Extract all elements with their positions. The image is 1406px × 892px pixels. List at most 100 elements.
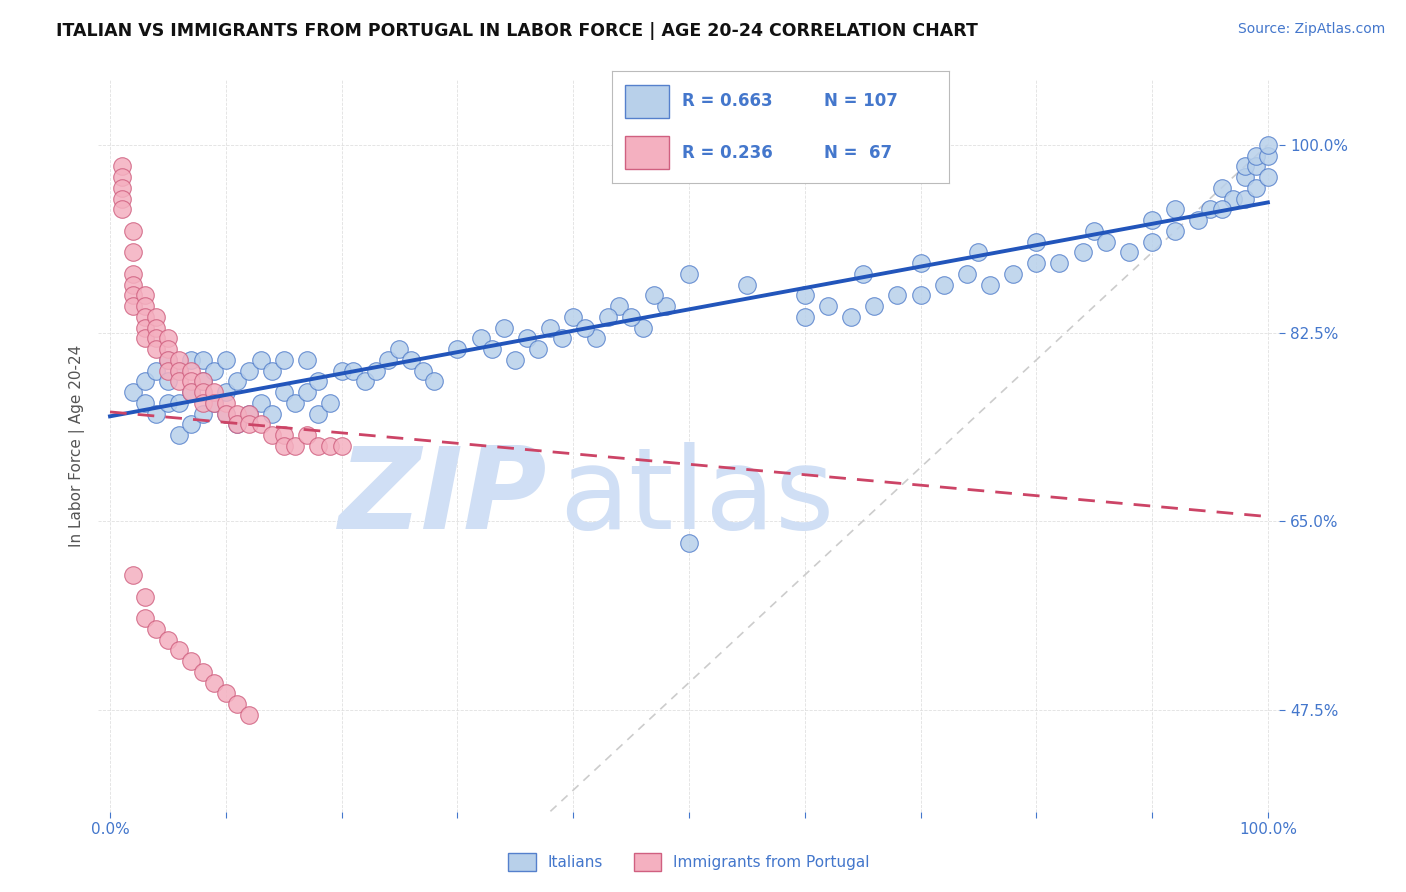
Point	[180, 375, 202, 389]
Point	[1246, 148, 1268, 162]
Point	[238, 407, 260, 421]
Point	[202, 675, 225, 690]
Point	[134, 331, 156, 345]
Point	[249, 353, 271, 368]
Point	[538, 320, 561, 334]
Point	[262, 428, 284, 442]
Point	[1233, 159, 1256, 173]
Point	[215, 407, 238, 421]
Point	[215, 396, 238, 410]
Point	[956, 267, 979, 281]
Point	[423, 375, 446, 389]
Point	[852, 267, 875, 281]
Point	[134, 815, 156, 830]
Point	[1049, 256, 1071, 270]
Point	[1211, 181, 1233, 195]
Point	[134, 310, 156, 324]
Point	[122, 277, 145, 292]
Point	[967, 245, 990, 260]
Point	[1118, 245, 1140, 260]
Point	[191, 385, 214, 400]
Point	[122, 267, 145, 281]
Point	[122, 385, 145, 400]
Point	[1094, 235, 1116, 249]
Text: R = 0.236: R = 0.236	[682, 144, 773, 161]
Point	[238, 707, 260, 722]
Point	[574, 320, 596, 334]
Point	[1140, 213, 1163, 227]
Point	[910, 256, 932, 270]
Point	[156, 342, 179, 356]
Point	[180, 654, 202, 668]
Point	[886, 288, 908, 302]
Point	[202, 396, 225, 410]
Point	[1071, 245, 1094, 260]
Point	[273, 428, 295, 442]
Point	[156, 632, 179, 647]
Text: atlas: atlas	[560, 442, 834, 553]
Point	[1083, 224, 1105, 238]
Point	[319, 439, 342, 453]
Point	[1233, 192, 1256, 206]
Point	[226, 407, 249, 421]
Point	[1246, 181, 1268, 195]
Point	[1233, 170, 1256, 185]
Point	[910, 288, 932, 302]
Point	[110, 192, 132, 206]
Point	[110, 159, 132, 173]
Point	[180, 417, 202, 432]
Point	[156, 375, 179, 389]
Point	[492, 320, 515, 334]
Bar	[626, 85, 669, 119]
Point	[215, 385, 238, 400]
Point	[145, 407, 167, 421]
Point	[655, 299, 678, 313]
Point	[295, 353, 318, 368]
Point	[262, 407, 284, 421]
Point	[262, 364, 284, 378]
Point	[145, 364, 167, 378]
Point	[145, 320, 167, 334]
Point	[1164, 224, 1187, 238]
Point	[226, 417, 249, 432]
Point	[1164, 202, 1187, 217]
Point	[156, 353, 179, 368]
Point	[330, 439, 353, 453]
Point	[273, 353, 295, 368]
Point	[1211, 202, 1233, 217]
Point	[191, 375, 214, 389]
Point	[678, 267, 700, 281]
Point	[191, 353, 214, 368]
Point	[284, 396, 307, 410]
Point	[470, 331, 492, 345]
Point	[609, 299, 631, 313]
Point	[793, 310, 815, 324]
Point	[735, 277, 758, 292]
Point	[191, 375, 214, 389]
Point	[1187, 213, 1209, 227]
Point	[110, 202, 132, 217]
Point	[550, 331, 572, 345]
Point	[839, 310, 862, 324]
Point	[169, 396, 191, 410]
Point	[503, 353, 526, 368]
Point	[307, 407, 329, 421]
Point	[596, 310, 619, 324]
Point	[643, 288, 665, 302]
Point	[342, 364, 364, 378]
Point	[145, 622, 167, 636]
Point	[169, 353, 191, 368]
Text: Source: ZipAtlas.com: Source: ZipAtlas.com	[1237, 22, 1385, 37]
Y-axis label: In Labor Force | Age 20-24: In Labor Force | Age 20-24	[69, 345, 84, 547]
Text: N =  67: N = 67	[824, 144, 893, 161]
Point	[226, 375, 249, 389]
Point	[399, 353, 422, 368]
Point	[238, 407, 260, 421]
Point	[353, 375, 375, 389]
Point	[202, 396, 225, 410]
Point	[156, 396, 179, 410]
Point	[122, 288, 145, 302]
Point	[180, 353, 202, 368]
Point	[180, 385, 202, 400]
Point	[134, 288, 156, 302]
